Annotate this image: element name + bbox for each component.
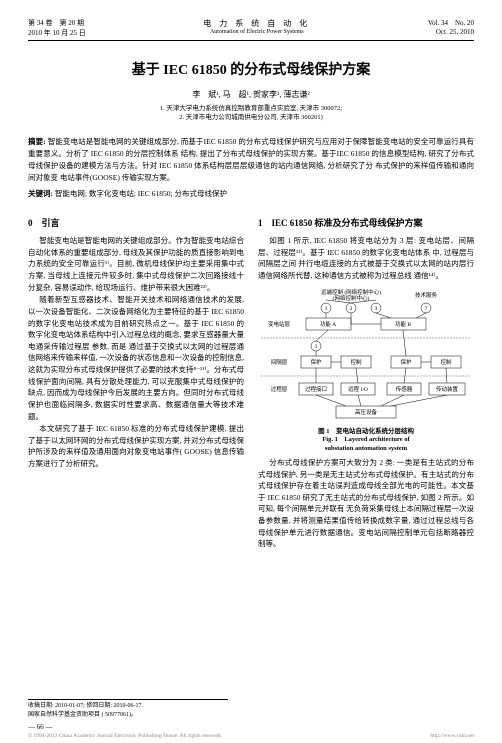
sec0-p3: 本文研究了基于 IEC 61850 标准的分布式母线保护建模, 提出了基于以太网… — [28, 423, 244, 470]
sec0-p2: 随着新型互感器技术、智能开关技术和网络通信技术的发展, 以一次设备智能化、二次设… — [28, 294, 244, 422]
svg-text:远端控制 (网络控制中心): 远端控制 (网络控制中心) — [321, 288, 381, 296]
svg-text:1: 1 — [325, 306, 328, 312]
svg-text:技术服务: 技术服务 — [415, 291, 438, 299]
authors: 李 斌¹, 马 超¹, 贺家李¹, 薄志谦² — [28, 89, 474, 100]
svg-text:变电站层: 变电站层 — [268, 320, 291, 328]
journal-cn: 电 力 系 统 自 动 化 — [86, 18, 428, 29]
svg-text:(网络控制中心): (网络控制中心) — [333, 294, 370, 302]
svg-text:3: 3 — [375, 306, 378, 312]
svg-text:功能 A: 功能 A — [320, 320, 336, 328]
journal-en: Automation of Electric Power Systems — [86, 29, 428, 35]
vol-cn: 第 34 卷 第 20 期 — [28, 18, 86, 28]
keywords-text: 智能电网; 数字化变电站; IEC 61850; 分布式母线保护 — [55, 189, 227, 198]
abstract: 摘要: 智能变电站是智能电网的关键组成部分, 而基于IEC 61850 的分布式… — [28, 136, 474, 184]
svg-text:功能 B: 功能 B — [395, 320, 411, 328]
svg-text:高压设备: 高压设备 — [355, 408, 378, 416]
keywords: 关键词: 智能电网; 数字化变电站; IEC 61850; 分布式母线保护 — [28, 188, 474, 199]
section-1-title: 1 IEC 61850 标准及分布式母线保护方案 — [258, 217, 474, 231]
fig1-svg: 远端控制 (网络控制中心) (网络控制中心) 技术服务 1 2 3 7 变电站层… — [261, 286, 471, 426]
footnote: 收稿日期: 2010-01-07; 修回日期: 2010-06-17. 国家自然… — [28, 699, 228, 719]
svg-text:间隔层: 间隔层 — [271, 358, 288, 366]
right-column: 1 IEC 61850 标准及分布式母线保护方案 如图 1 所示, IEC 61… — [258, 211, 474, 551]
left-column: 0 引言 智能变电站是智能电网的关键组成部分。作为智能变电站综合自动化体系的重要… — [28, 211, 244, 551]
svg-text:远程 I/O: 远程 I/O — [348, 385, 368, 393]
date-en: Oct. 25, 2010 — [428, 28, 474, 36]
svg-text:控制: 控制 — [350, 358, 362, 366]
svg-text:保护: 保护 — [310, 358, 322, 366]
sec0-p1: 智能变电站是智能电网的关键组成部分。作为智能变电站综合自动化体系的重要组成部分,… — [28, 235, 244, 293]
keywords-label: 关键词: — [28, 189, 53, 198]
svg-text:保护: 保护 — [400, 358, 412, 366]
page-header: 第 34 卷 第 20 期 2010 年 10 月 25 日 电 力 系 统 自… — [28, 18, 474, 41]
svg-text:7: 7 — [425, 306, 428, 312]
sec1-p2: 分布式母线保护方案可大致分为 2 类: 一类是有主站式的分布式母线保护, 另一类… — [258, 457, 474, 550]
svg-text:控制: 控制 — [440, 358, 452, 366]
svg-text:传动装置: 传动装置 — [436, 385, 459, 393]
abstract-label: 摘要: — [28, 137, 46, 146]
section-0-title: 0 引言 — [28, 217, 244, 231]
affiliations: 1. 天津大学电力系统仿真控制教育部重点实验室, 天津市 300072; 2. … — [28, 104, 474, 122]
figure-1: 远端控制 (网络控制中心) (网络控制中心) 技术服务 1 2 3 7 变电站层… — [258, 286, 474, 453]
vol-en: Vol. 34 No. 20 — [428, 18, 474, 28]
svg-text:2: 2 — [350, 306, 353, 312]
watermark: © 1994-2012 China Academic Journal Elect… — [28, 733, 474, 739]
paper-title: 基于 IEC 61850 的分布式母线保护方案 — [28, 59, 474, 79]
abstract-text: 智能变电站是智能电网的关键组成部分, 而基于IEC 61850 的分布式母线保护… — [28, 137, 474, 182]
svg-text:3: 3 — [315, 344, 318, 350]
sec1-p1: 如图 1 所示, IEC 61850 将变电站分为 3 层: 变电站层、间隔层、… — [258, 235, 474, 282]
date-cn: 2010 年 10 月 25 日 — [28, 28, 86, 38]
fig1-caption: 图 1 变电站自动化系统分层结构 Fig. 1 Layered architec… — [258, 428, 474, 453]
svg-text:过程接口: 过程接口 — [305, 385, 327, 393]
svg-text:过程层: 过程层 — [271, 385, 288, 393]
svg-text:传感器: 传感器 — [396, 385, 413, 393]
page-number: — 66 — — [28, 723, 53, 731]
